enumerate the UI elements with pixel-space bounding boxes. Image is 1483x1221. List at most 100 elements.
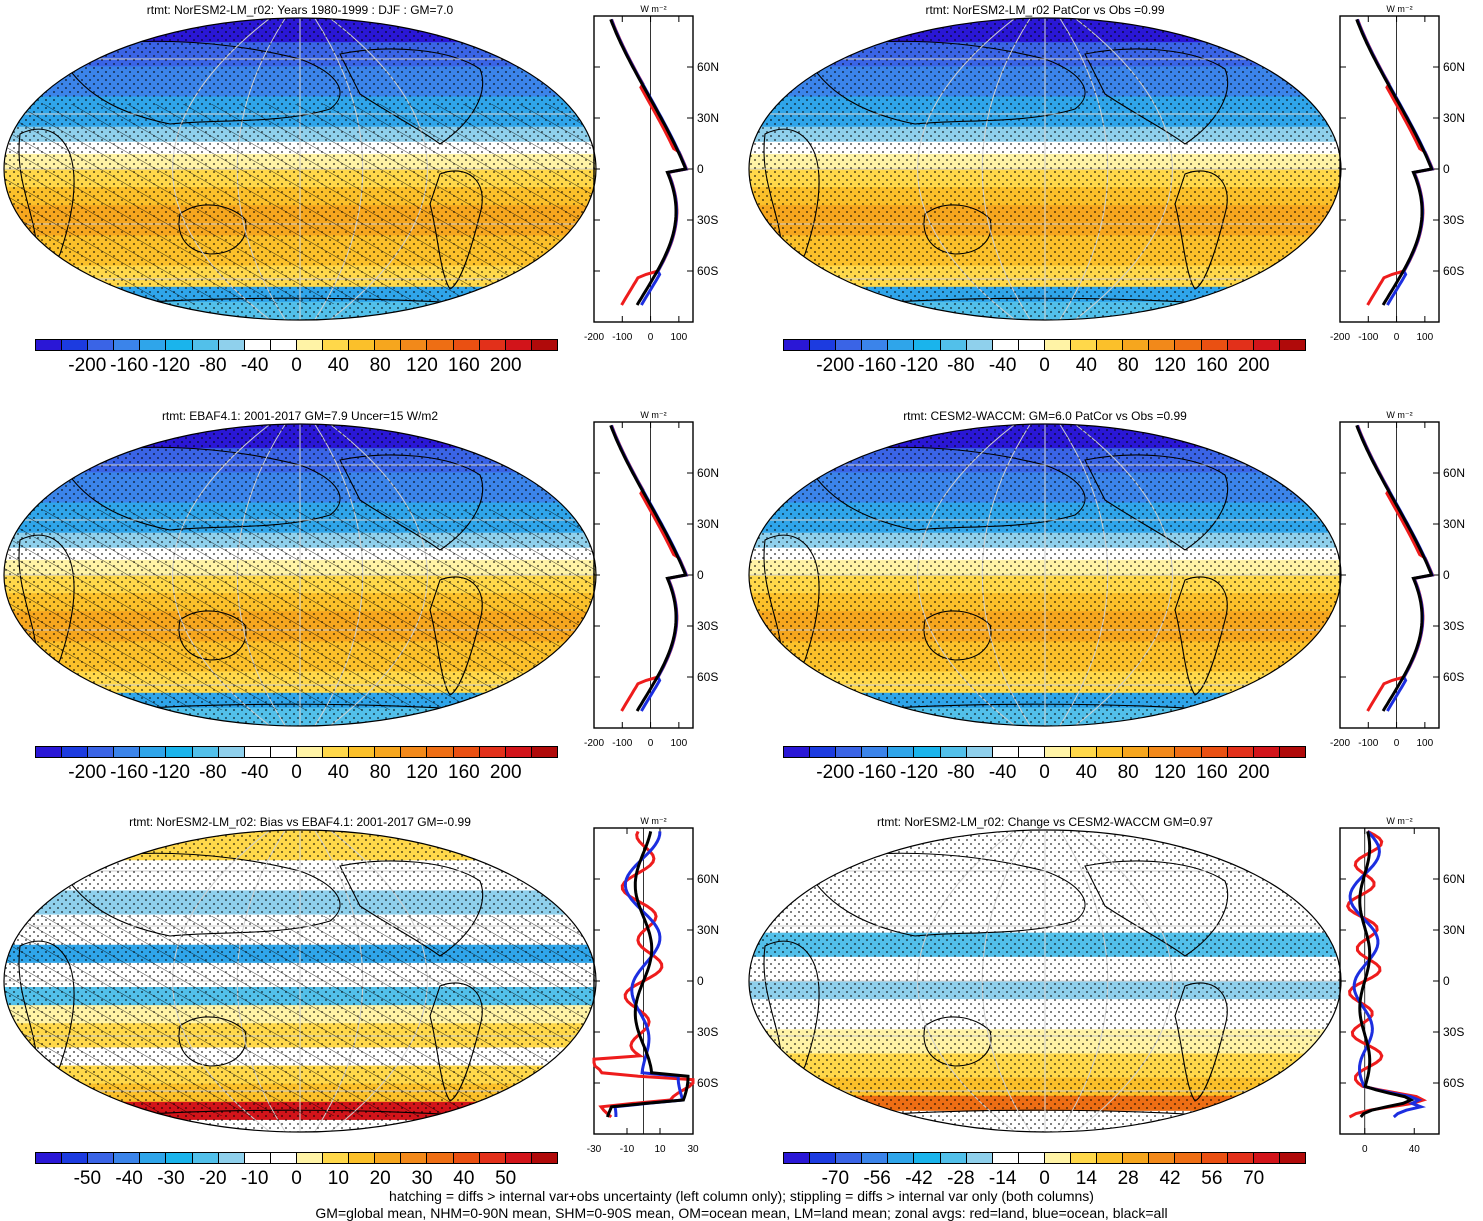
- colorbar-swatch: [1044, 1153, 1072, 1163]
- colorbar-swatch: [114, 340, 141, 350]
- colorbar-label: -80: [947, 355, 975, 376]
- colorbar-label: -40: [115, 1168, 143, 1189]
- colorbar-swatch: [836, 340, 863, 350]
- colorbar-label: -30: [157, 1168, 185, 1189]
- unit-label: W m⁻²: [1386, 410, 1412, 420]
- colorbar-swatch: [1097, 747, 1124, 757]
- colorbar-label: 0: [1039, 762, 1050, 783]
- x-tick-label: 0: [1394, 738, 1400, 749]
- colorbar-label: -42: [905, 1168, 933, 1189]
- zonal-all-curve: [609, 18, 688, 306]
- colorbar-swatch: [375, 1153, 402, 1163]
- colorbar-labels: -200 -160 -120 -80 -40 0 40 80 120 160 200: [35, 355, 558, 379]
- colorbar-swatch: [888, 1153, 915, 1163]
- colorbar-swatch: [1175, 1153, 1202, 1163]
- colorbar-label: -20: [199, 1168, 227, 1189]
- colorbar-swatch: [62, 340, 89, 350]
- colorbar-swatch: [914, 747, 941, 757]
- colorbar-swatch: [1279, 747, 1305, 757]
- colorbar-label: 120: [1154, 355, 1186, 376]
- x-tick-label: -10: [620, 1144, 635, 1155]
- colorbar-swatch: [531, 1153, 557, 1163]
- zonal-land-curve: [610, 18, 689, 306]
- colorbar-swatch: [349, 1153, 376, 1163]
- colorbar-swatch: [940, 340, 967, 350]
- x-tick-label: -200: [1330, 332, 1350, 343]
- colorbar: [783, 1152, 1306, 1164]
- colorbar-label: 0: [1039, 355, 1050, 376]
- colorbar-swatch: [375, 747, 402, 757]
- world-map: [748, 17, 1342, 321]
- colorbar-label: -160: [858, 355, 897, 376]
- world-map: [3, 423, 597, 727]
- colorbar-swatch: [992, 1153, 1019, 1163]
- colorbar-label: -120: [899, 355, 938, 376]
- unit-label: W m⁻²: [640, 410, 666, 420]
- colorbar-labels: -200 -160 -120 -80 -40 0 40 80 120 160 200: [783, 355, 1306, 379]
- colorbar-label: 80: [369, 355, 391, 376]
- zonal-land-curve: [610, 424, 689, 712]
- colorbar-label: 40: [453, 1168, 475, 1189]
- colorbar-swatch: [966, 340, 993, 350]
- colorbar-label: -160: [110, 762, 149, 783]
- zonal-all-curve: [1355, 18, 1434, 306]
- colorbar-swatch: [1175, 340, 1202, 350]
- lat-label: 30N: [697, 517, 719, 531]
- zonal-mean-plot: W m⁻² 60N 30N 0 30S 60S -200 -100 0 100: [584, 410, 719, 749]
- colorbar-label: 40: [1075, 762, 1097, 783]
- unit-label: W m⁻²: [1386, 4, 1412, 14]
- lat-label: 30N: [697, 111, 719, 125]
- lat-label: 30S: [1443, 1025, 1464, 1039]
- lat-label: 30N: [1443, 923, 1465, 937]
- lat-label: 30N: [697, 923, 719, 937]
- lat-label: 60S: [1443, 1076, 1464, 1090]
- x-tick-label: 0: [1394, 332, 1400, 343]
- colorbar-swatch: [114, 747, 141, 757]
- colorbar-label: -200: [816, 762, 855, 783]
- lat-label: 60N: [697, 466, 719, 480]
- colorbar-label: 14: [1075, 1168, 1097, 1189]
- colorbar-labels: -200 -160 -120 -80 -40 0 40 80 120 160 200: [35, 762, 558, 786]
- colorbar-swatch: [296, 1153, 324, 1163]
- lat-label: 60N: [1443, 466, 1465, 480]
- lat-label: 0: [697, 568, 704, 582]
- zonal-ocean-curve: [1355, 424, 1435, 712]
- lat-label: 60S: [1443, 264, 1464, 278]
- colorbar-labels: -200 -160 -120 -80 -40 0 40 80 120 160 200: [783, 762, 1306, 786]
- colorbar-label: 40: [327, 355, 349, 376]
- colorbar-label: 20: [369, 1168, 391, 1189]
- colorbar-label: -40: [988, 355, 1017, 376]
- colorbar-swatch: [427, 1153, 454, 1163]
- colorbar-label: 160: [1196, 355, 1228, 376]
- colorbar-label: -40: [240, 355, 269, 376]
- unit-label: W m⁻²: [640, 4, 666, 14]
- colorbar-swatch: [62, 1153, 89, 1163]
- x-tick-label: -100: [612, 738, 632, 749]
- colorbar-swatch: [966, 747, 993, 757]
- colorbar-label: -200: [68, 762, 107, 783]
- colorbar: [783, 746, 1306, 758]
- colorbar-swatch: [270, 747, 297, 757]
- x-tick-label: -30: [587, 1144, 602, 1155]
- colorbar-swatch: [1227, 747, 1254, 757]
- world-map: [748, 829, 1342, 1133]
- unit-label: W m⁻²: [1386, 816, 1412, 826]
- zonal-land-curve: [1356, 424, 1435, 712]
- lat-label: 30N: [1443, 111, 1465, 125]
- colorbar-swatch: [192, 747, 219, 757]
- colorbar-swatch: [992, 340, 1019, 350]
- colorbar-label: -80: [199, 355, 227, 376]
- zonal-land-curve: [1346, 830, 1428, 1119]
- colorbar: [783, 339, 1306, 351]
- colorbar-label: -40: [240, 762, 269, 783]
- colorbar-label: -56: [863, 1168, 891, 1189]
- colorbar-swatch: [1018, 1153, 1045, 1163]
- colorbar-swatch: [1253, 747, 1280, 757]
- colorbar-label: -120: [151, 762, 190, 783]
- lat-label: 60S: [697, 670, 718, 684]
- lat-label: 0: [1443, 162, 1450, 176]
- colorbar-label: 120: [406, 355, 438, 376]
- lat-label: 30S: [1443, 213, 1464, 227]
- footer-note-2: GM=global mean, NHM=0-90N mean, SHM=0-90…: [315, 1205, 1168, 1221]
